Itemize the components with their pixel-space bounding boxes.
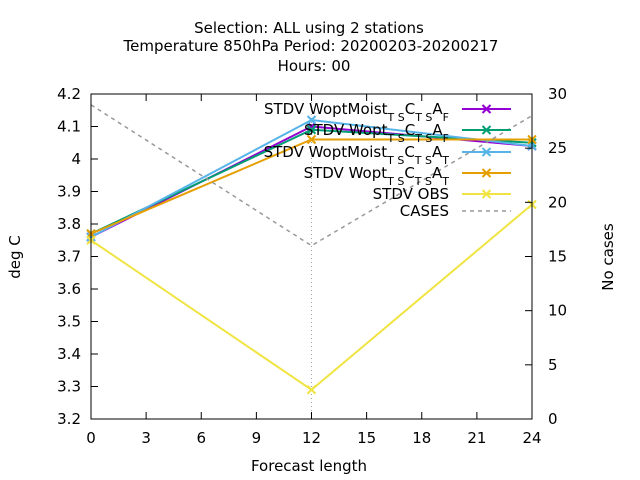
legend-label-part: STDV WoptMoist [264, 100, 388, 118]
y2-tick-label: 5 [548, 356, 558, 374]
legend-label: CASES [400, 202, 449, 220]
legend-entry-0: STDV WoptMoistT SCT SAF [264, 100, 511, 124]
legend-label-part: STDV Wopt [304, 121, 388, 139]
data-point [306, 385, 317, 395]
legend-label-part: STDV Wopt [304, 164, 388, 182]
legend-label-subscript: T S [414, 154, 432, 167]
x-tick-label: 18 [412, 429, 431, 447]
legend-label: STDV WoptMoistT SCT SAF [264, 100, 449, 124]
legend-label-part: C [404, 143, 414, 161]
legend-label-part: A [432, 121, 443, 139]
legend-label-part: A [432, 143, 443, 161]
y-tick-label: 3.5 [57, 313, 81, 331]
legend-label-subscript: T S [387, 111, 405, 124]
y2-tick-label: 20 [548, 193, 567, 211]
x-tick-label: 0 [86, 429, 96, 447]
x-tick-label: 6 [196, 429, 206, 447]
y-tick-label: 3.6 [57, 280, 81, 298]
title-line-1: Selection: ALL using 2 stations [194, 19, 424, 37]
legend-marker [481, 147, 492, 157]
legend-label-subscript: T S [414, 132, 432, 145]
y2-tick-label: 0 [548, 410, 558, 428]
y2-tick-label: 10 [548, 302, 567, 320]
legend-marker [481, 104, 492, 114]
x-tick-label: 9 [252, 429, 262, 447]
legend-label-part: C [405, 100, 415, 118]
legend-entry-4: STDV OBS [373, 185, 511, 203]
y2-tick-label: 30 [548, 85, 567, 103]
y2-tick-label: 15 [548, 248, 567, 266]
legend-label-subscript: T [441, 175, 449, 188]
series-line [90, 104, 533, 247]
legend-label-part: A [432, 164, 443, 182]
y2-tick-label: 25 [548, 139, 567, 157]
legend-marker [481, 189, 492, 199]
legend-entry-1: STDV WoptT SCT SAF [304, 121, 511, 145]
legend-label: STDV WoptT SCT SAF [304, 121, 449, 145]
legend-label-part: STDV WoptMoist [264, 143, 388, 161]
legend-entry-3: STDV WoptT SCT SAT [304, 164, 511, 188]
axes: 0 3 6 9 12 15 18 21 24 3.2 3.3 3.4 3.5 3.6 3.7 3.8 3.9 4 4… [57, 85, 567, 447]
x-tick-label: 24 [522, 429, 541, 447]
legend-label-subscript: T S [387, 132, 405, 145]
y-tick-label: 4.1 [57, 118, 81, 136]
x-tick-label: 21 [467, 429, 486, 447]
series-line [90, 203, 533, 392]
y-axis-label: deg C [6, 235, 24, 279]
legend-entry-5: CASES [400, 202, 511, 220]
legend-label: STDV WoptT SCT SAT [304, 164, 450, 188]
y-tick-label: 4 [71, 150, 81, 168]
legend-label-subscript: T S [386, 175, 404, 188]
legend-label-part: A [432, 100, 443, 118]
y-tick-label: 4.2 [57, 85, 81, 103]
legend-label-subscript: T S [414, 175, 432, 188]
legend-label: STDV OBS [373, 185, 449, 203]
legend-label-part: C [405, 121, 415, 139]
y-tick-label: 3.9 [57, 183, 81, 201]
legend-label-part: CASES [400, 202, 449, 220]
y-tick-label: 3.2 [57, 410, 81, 428]
legend-marker [481, 125, 492, 135]
x-axis-label: Forecast length [251, 457, 367, 475]
y2-axis-label: No cases [599, 223, 617, 291]
data-point [306, 125, 317, 135]
x-tick-label: 15 [357, 429, 376, 447]
x-tick-label: 3 [141, 429, 151, 447]
legend-label-subscript: F [443, 132, 449, 145]
legend-entry-2: STDV WoptMoistT SCT SAT [264, 143, 511, 167]
y-tick-label: 3.7 [57, 248, 81, 266]
y-tick-label: 3.4 [57, 345, 81, 363]
y-tick-label: 3.8 [57, 215, 81, 233]
title-line-2: Temperature 850hPa Period: 20200203-2020… [123, 37, 499, 55]
title-line-3: Hours: 00 [278, 57, 351, 75]
series-4 [86, 199, 537, 395]
legend-label-subscript: T S [386, 154, 404, 167]
legend-label: STDV WoptMoistT SCT SAT [264, 143, 450, 167]
data-point [306, 115, 317, 125]
y-tick-label: 3.3 [57, 378, 81, 396]
legend-label-subscript: F [443, 111, 449, 124]
series-5 [90, 104, 533, 247]
legend-label-part: C [404, 164, 414, 182]
chart-title: Selection: ALL using 2 stations Temperat… [123, 19, 499, 75]
legend-label-subscript: T [441, 154, 449, 167]
legend-label-part: STDV OBS [373, 185, 449, 203]
data-point [306, 134, 317, 145]
legend-marker [481, 168, 492, 178]
legend-label-subscript: T S [414, 111, 432, 124]
x-tick-label: 12 [302, 429, 321, 447]
